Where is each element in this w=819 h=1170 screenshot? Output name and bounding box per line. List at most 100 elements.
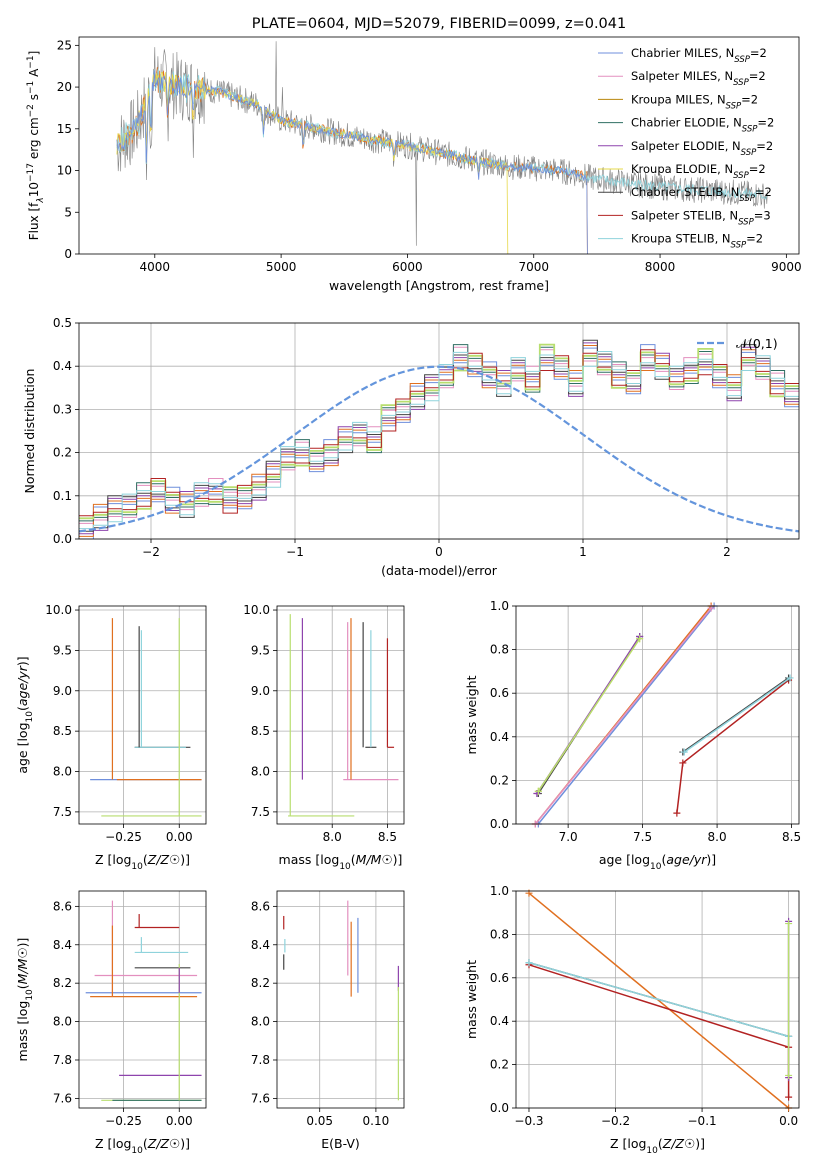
label-part: )] (15, 656, 30, 666)
y-tick-label: 8.2 (53, 976, 72, 990)
y-tick-label: 8.4 (53, 938, 72, 952)
gaussian-curve (79, 365, 799, 533)
legend-sub: SSP (726, 101, 742, 111)
y-tick-label: 0.2 (490, 1058, 509, 1072)
mass-weight-age-frame (515, 605, 800, 825)
y-tick-label: 0 (64, 247, 72, 261)
x-tick-label: −0.25 (105, 1114, 142, 1128)
legend-entry: Salpeter MILES, NSSP=2 (631, 69, 766, 88)
y-tick-label: 0.1 (53, 489, 72, 503)
y-tick-label: 0.4 (490, 730, 509, 744)
mass-weight-series (683, 677, 791, 753)
label-part: )] (15, 938, 30, 948)
legend-value: =2 (755, 185, 772, 199)
ylabel-part: s (27, 94, 41, 104)
mass-weight-Z-ylabel: mass weight (464, 960, 479, 1039)
label-part: Z [log (610, 1136, 646, 1151)
y-tick-label: 9.0 (53, 684, 72, 698)
x-tick-label: 0.0 (779, 1114, 798, 1128)
model-spectrum-line (116, 70, 588, 254)
model-spectrum-line (116, 68, 768, 200)
y-tick-label: 0.3 (53, 402, 72, 416)
y-tick-label: 8.6 (251, 899, 270, 913)
mass-EBV-frame (276, 890, 405, 1109)
legend-name: Kroupa MILES, N (631, 92, 726, 106)
y-tick-label: 20 (57, 80, 72, 94)
label-part: Z/Z☉ (147, 1136, 181, 1151)
x-tick-label: 4000 (140, 260, 171, 274)
y-tick-label: 0.0 (490, 1101, 509, 1115)
mass-Z-xlabel: Z [log10(Z/Z☉)] (95, 1136, 190, 1156)
mass-weight-series (682, 677, 790, 753)
x-tick-label: 8.5 (378, 830, 397, 844)
x-tick-label: 0.10 (363, 1114, 390, 1128)
mass-weight-series (528, 961, 789, 1038)
label-part: ( (143, 852, 148, 867)
mass-weight-age-axes: 7.0 7.5 8.0 8.5 0.0 0.2 0.4 0.6 0.8 1.0 (490, 599, 801, 844)
data-point-marker (785, 920, 793, 928)
data-point-marker (636, 635, 644, 643)
x-tick-label: 0 (435, 545, 443, 559)
legend-sub: SSP (734, 55, 750, 65)
label-part: )] (180, 852, 190, 867)
mass-weight-series (534, 607, 712, 824)
label-part: 10 (131, 1146, 143, 1156)
legend-name: Salpeter ELODIE, N (631, 139, 741, 153)
y-tick-label: 7.6 (251, 1091, 270, 1105)
x-tick-label: −1 (286, 545, 304, 559)
legend-sub: SSP (733, 171, 749, 181)
y-tick-label: 8.5 (251, 724, 270, 738)
legend-name: Kroupa STELIB, N (631, 232, 731, 246)
model-spectrum-line (116, 71, 509, 254)
y-tick-label: 5 (64, 205, 72, 219)
data-point-marker (525, 959, 533, 967)
label-part: age [log (599, 852, 650, 867)
data-point-marker (679, 759, 687, 767)
label-part: Z/Z☉ (147, 852, 181, 867)
label-part: age/yr (15, 665, 30, 706)
y-tick-label: 0.0 (53, 532, 72, 546)
label-part: 10 (339, 862, 351, 872)
y-tick-label: 8.0 (251, 765, 270, 779)
legend-name: Salpeter MILES, N (631, 69, 733, 83)
y-tick-label: 8.0 (53, 1015, 72, 1029)
x-tick-label: 7.5 (633, 830, 652, 844)
label-part: )] (706, 852, 716, 867)
x-tick-label: −0.25 (105, 830, 142, 844)
legend-entry: Chabrier ELODIE, NSSP=2 (631, 116, 774, 135)
residuals-ylabel: Normed distribution (22, 369, 37, 494)
mass-Z-frame (78, 890, 207, 1109)
mass-weight-series (676, 679, 790, 814)
y-tick-label: 8.5 (53, 724, 72, 738)
ylabel-part: −1 (26, 81, 36, 94)
age-Z-frame (78, 605, 207, 825)
y-tick-label: 0.8 (490, 643, 509, 657)
label-part: 10 (25, 989, 35, 1001)
y-tick-label: 9.5 (53, 643, 72, 657)
y-tick-label: 9.5 (251, 643, 270, 657)
legend-entry: 𝒩(0,1) (736, 336, 778, 351)
y-tick-label: 0.4 (490, 1014, 509, 1028)
y-tick-label: 7.8 (251, 1053, 270, 1067)
label-part: age/yr (666, 852, 707, 867)
mass-weight-Z-frame (515, 890, 800, 1109)
age-Z-axes: −0.25 0.00 7.5 8.0 8.5 9.0 9.5 10.0 (45, 603, 206, 844)
label-part: mass [log (15, 1001, 30, 1062)
mass-weight-series (528, 892, 790, 1108)
x-tick-label: 5000 (266, 260, 297, 274)
legend-name: Chabrier ELODIE, N (631, 116, 742, 130)
label-part: Z [log (95, 1136, 131, 1151)
legend-entry: Kroupa ELODIE, NSSP=2 (631, 162, 766, 181)
mass-Z-axes: −0.25 0.00 7.6 7.8 8.0 8.2 8.4 8.6 (53, 891, 206, 1128)
y-tick-label: 7.6 (53, 1091, 72, 1105)
x-tick-label: −0.3 (514, 1114, 543, 1128)
legend-entry: Kroupa MILES, NSSP=2 (631, 92, 758, 111)
age-Z-xlabel: Z [log10(Z/Z☉)] (95, 852, 190, 872)
legend-value: =2 (750, 46, 767, 60)
y-tick-label: 0.2 (490, 773, 509, 787)
label-part: ( (658, 1136, 663, 1151)
x-tick-label: 2 (723, 545, 731, 559)
spectrum-axes: 4000 5000 6000 7000 8000 9000 0 5 10 15 20 25 (57, 38, 802, 274)
age-Z-ylabel: age [log10(age/yr)] (15, 656, 35, 773)
data-point-marker (785, 1093, 793, 1101)
